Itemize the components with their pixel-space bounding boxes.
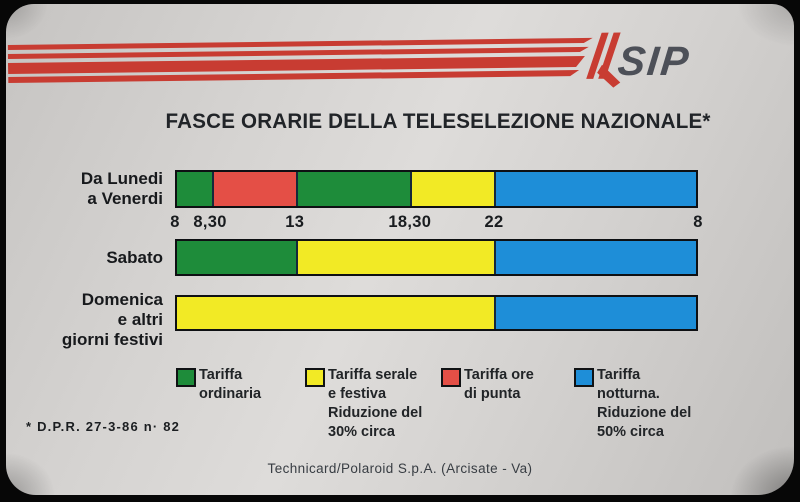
- bar-segment-yellow: [410, 172, 494, 206]
- row-label: Da Lunedi a Venerdi: [81, 169, 163, 209]
- bar-segment-yellow: [177, 297, 494, 329]
- row-label-line: e altri: [117, 310, 163, 329]
- logo-stripe-shape: [8, 70, 580, 83]
- legend-label: Tariffa ordinaria: [199, 366, 261, 404]
- row-label-line: giorni festivi: [61, 330, 163, 349]
- bar-segment-blue: [493, 172, 696, 206]
- row-label: Domenica e altri giorni festivi: [62, 290, 163, 350]
- row-label-line: Domenica: [81, 290, 163, 309]
- footnote-decree: * D.P.R. 27-3-86 n· 82: [26, 419, 181, 434]
- legend-label-line: Tariffa: [597, 367, 641, 383]
- time-bar: [175, 295, 698, 331]
- bar-segment-blue: [493, 241, 696, 274]
- logo-stripe-shape: [586, 32, 609, 79]
- logo-stripe-shape: [7, 55, 585, 74]
- logo-stripe-shape: [7, 37, 593, 51]
- axis-tick: 22: [484, 213, 504, 231]
- legend-item-green: Tariffa ordinaria: [176, 366, 261, 404]
- chart-row: Sabato: [0, 239, 800, 276]
- legend-swatch-green: [176, 368, 196, 387]
- chart-row: Domenica e altri giorni festivi: [0, 290, 800, 349]
- axis-tick: 8: [170, 213, 180, 231]
- time-bar: [175, 239, 698, 276]
- legend-swatch-red: [441, 368, 461, 387]
- legend-label-line: 30% circa: [328, 424, 395, 440]
- row-label-line: a Venerdi: [87, 189, 163, 208]
- legend-label-line: e festiva: [328, 386, 387, 402]
- axis-tick: 13: [285, 213, 305, 231]
- page-title: FASCE ORARIE DELLA TELESELEZIONE NAZIONA…: [165, 110, 711, 133]
- legend-label-line: Riduzione del: [328, 405, 423, 421]
- legend-label: Tariffa serale e festiva Riduzione del 30% …: [328, 366, 422, 442]
- manufacturer-credit: Technicard/Polaroid S.p.A. (Arcisate - V…: [267, 461, 533, 476]
- legend-label-line: ordinaria: [199, 386, 262, 402]
- bar-segment-green: [177, 241, 296, 274]
- axis-tick: 8: [693, 213, 703, 231]
- bar-segment-green: [295, 172, 411, 206]
- row-label: Sabato: [106, 248, 163, 268]
- legend-label-line: Tariffa ore: [464, 367, 534, 383]
- legend-swatch-yellow: [305, 368, 325, 387]
- axis-tick: 18,30: [388, 213, 432, 231]
- legend-item-blue: Tariffa notturna. Riduzione del 50% circa: [574, 366, 691, 442]
- logo-stripe-shape: [7, 46, 589, 60]
- chart-row: Da Lunedi a Venerdi: [0, 169, 800, 209]
- legend-item-red: Tariffa ore di punta: [441, 366, 534, 404]
- legend-label-line: Tariffa serale: [328, 367, 418, 383]
- bar-segment-yellow: [295, 241, 494, 274]
- axis-tick: 8,30: [193, 213, 227, 231]
- legend-label-line: Tariffa: [199, 367, 243, 383]
- time-bar: [175, 170, 698, 208]
- legend-label: Tariffa ore di punta: [464, 366, 534, 404]
- row-label-line: Da Lunedi: [80, 169, 163, 188]
- legend-item-yellow: Tariffa serale e festiva Riduzione del 30% …: [305, 366, 422, 442]
- time-axis: 8 8,30 13 18,30 22 8: [170, 213, 702, 233]
- sip-logo-wordmark: SIP: [615, 38, 693, 84]
- legend-label: Tariffa notturna. Riduzione del 50% circa: [597, 366, 691, 442]
- legend-label-line: di punta: [464, 386, 521, 402]
- sip-logo-stripes-icon: [7, 32, 621, 88]
- row-label-line: Sabato: [106, 247, 163, 267]
- legend-label-line: 50% circa: [597, 424, 664, 440]
- bar-segment-green: [177, 172, 212, 206]
- legend-label-line: Riduzione del: [597, 405, 692, 421]
- legend-label-line: notturna.: [597, 386, 660, 402]
- bar-segment-blue: [493, 297, 696, 329]
- legend-swatch-blue: [574, 368, 594, 387]
- logo-stripe-shape: [597, 64, 621, 88]
- bar-segment-red: [211, 172, 296, 206]
